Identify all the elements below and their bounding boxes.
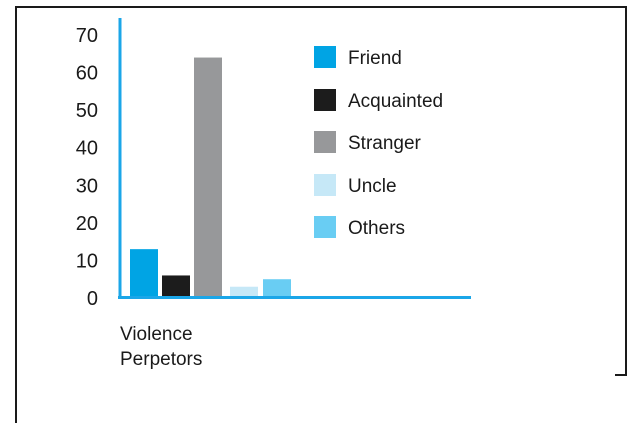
bar-stranger bbox=[194, 57, 222, 298]
legend-swatch-stranger bbox=[314, 131, 336, 153]
frame-left-border bbox=[15, 6, 17, 423]
y-tick-label: 40 bbox=[76, 138, 98, 160]
x-category-labels: Violence Perpetors bbox=[120, 324, 202, 370]
bars-group bbox=[130, 57, 291, 298]
x-category-label-line: Perpetors bbox=[120, 349, 202, 370]
legend-label-uncle: Uncle bbox=[348, 176, 397, 197]
y-tick-label: 50 bbox=[76, 100, 98, 122]
frame-top-border bbox=[15, 6, 627, 8]
legend-swatch-others bbox=[314, 216, 336, 238]
bar-uncle bbox=[230, 286, 258, 298]
legend-swatch-uncle bbox=[314, 174, 336, 196]
bar-friend bbox=[130, 249, 158, 298]
legend-label-friend: Friend bbox=[348, 48, 402, 69]
y-tick-label: 10 bbox=[76, 250, 98, 272]
y-tick-label: 20 bbox=[76, 213, 98, 235]
bar-acquainted bbox=[162, 275, 190, 298]
legend-label-stranger: Stranger bbox=[348, 133, 422, 154]
y-tick-label: 70 bbox=[76, 25, 98, 47]
legend: Friend Acquainted Stranger Uncle Others bbox=[314, 46, 443, 239]
frame-right-corner bbox=[615, 374, 627, 376]
frame-right-border bbox=[625, 6, 627, 376]
legend-label-others: Others bbox=[348, 218, 405, 239]
bar-others bbox=[263, 279, 291, 298]
legend-swatch-acquainted bbox=[314, 89, 336, 111]
y-tick-label: 60 bbox=[76, 63, 98, 85]
legend-label-acquainted: Acquainted bbox=[348, 91, 443, 112]
x-category-label-line: Violence bbox=[120, 324, 193, 345]
y-axis-ticks: 70 60 50 40 30 20 10 0 bbox=[76, 25, 98, 310]
x-category-label: Violence Perpetors bbox=[120, 324, 202, 370]
y-tick-label: 30 bbox=[76, 175, 98, 197]
legend-swatch-friend bbox=[314, 46, 336, 68]
y-tick-label: 0 bbox=[87, 288, 98, 310]
